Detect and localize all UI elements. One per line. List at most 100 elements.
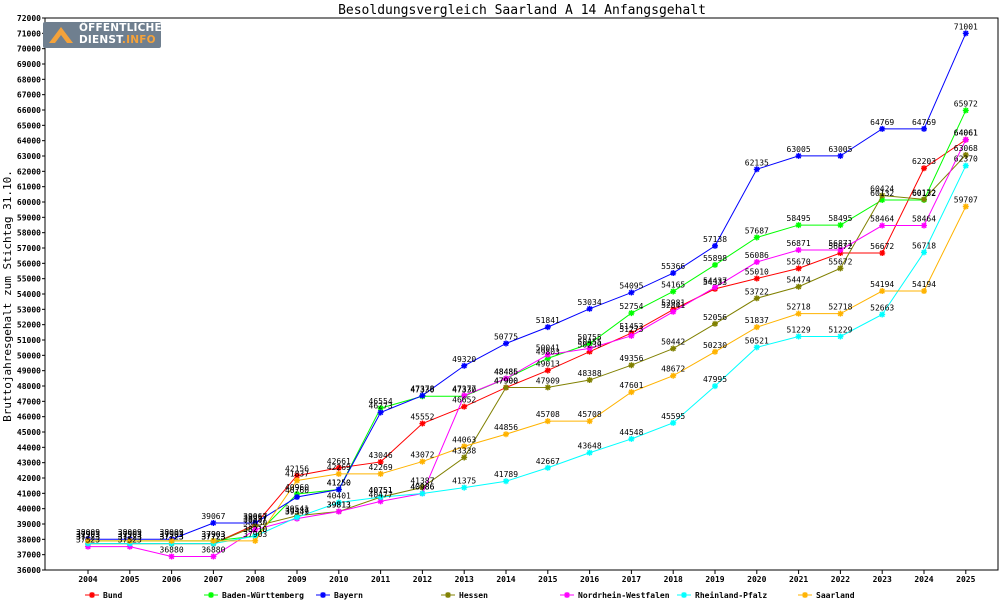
data-label-bayern: 40760: [285, 486, 309, 495]
data-point-nordrhein-westfalen: [753, 259, 760, 266]
y-tick-label: 47000: [17, 397, 41, 406]
x-tick-label: 2024: [914, 575, 933, 584]
data-point-rheinland-pfalz: [461, 484, 468, 491]
legend-label-hessen: Hessen: [459, 591, 488, 600]
data-point-bayern: [294, 494, 300, 501]
legend: Bund Baden-Württemberg Bayern Hessen Nordrhe…: [85, 590, 855, 600]
data-label-nordrhein-westfalen: 52841: [661, 301, 685, 310]
data-point-nordrhein-westfalen: [544, 351, 551, 358]
data-point-rheinland-pfalz: [503, 478, 509, 485]
data-point-saarland: [252, 537, 259, 544]
data-point-rheinland-pfalz: [377, 494, 384, 501]
data-label-hessen: 41387: [410, 476, 434, 485]
data-label-baden-w-rttemberg: 40960: [285, 483, 309, 492]
y-tick-label: 38000: [17, 535, 41, 544]
data-label-baden-w-rttemberg: 57687: [745, 226, 769, 235]
data-label-nordrhein-westfalen: 36880: [201, 546, 225, 555]
data-label-saarland: 37903: [118, 530, 142, 539]
data-point-baden-w-rttemberg: [586, 340, 593, 347]
data-point-hessen: [670, 345, 677, 352]
data-point-nordrhein-westfalen: [210, 553, 217, 560]
data-point-baden-w-rttemberg: [294, 490, 300, 497]
data-label-rheinland-pfalz: 41375: [452, 477, 476, 486]
x-tick-label: 2006: [162, 575, 181, 584]
data-label-baden-w-rttemberg: 38210: [243, 525, 267, 534]
series-line-rheinland-pfalz: [88, 165, 967, 545]
data-point-rheinland-pfalz: [795, 333, 802, 340]
data-point-rheinland-pfalz: [712, 383, 718, 390]
data-point-nordrhein-westfalen: [586, 345, 593, 352]
data-label-hessen: 55672: [828, 257, 852, 266]
y-tick-label: 57000: [17, 244, 41, 253]
data-label-saarland: 51837: [745, 316, 769, 325]
data-label-rheinland-pfalz: 45595: [661, 412, 685, 421]
data-label-rheinland-pfalz: 50521: [745, 336, 769, 345]
data-point-nordrhein-westfalen: [168, 553, 175, 560]
y-tick-label: 49000: [17, 367, 41, 376]
data-label-saarland: 37903: [201, 530, 225, 539]
data-point-bayern: [544, 324, 551, 331]
x-tick-label: 2019: [705, 575, 724, 584]
series-line-nordrhein-westfalen: [88, 139, 967, 558]
data-point-nordrhein-westfalen: [377, 498, 384, 505]
data-label-saarland: 43072: [410, 451, 434, 460]
data-point-bayern: [795, 152, 802, 159]
data-point-saarland: [126, 537, 133, 544]
data-point-saarland: [377, 470, 384, 477]
y-axis-ticks: 36000 37000 38000 39000 40000 41000 42000 43000…: [17, 14, 45, 575]
data-label-bund: 42156: [285, 465, 309, 474]
data-point-hessen: [712, 320, 718, 327]
y-tick-label: 59000: [17, 213, 41, 222]
data-label-rheinland-pfalz: 39437: [285, 506, 309, 515]
x-tick-label: 2018: [664, 575, 683, 584]
legend-label-nordrhein-westfalen: Nordrhein-Westfalen: [578, 590, 670, 600]
data-label-saarland: 42269: [369, 463, 393, 472]
data-point-saarland: [419, 458, 426, 465]
data-point-bund: [586, 348, 593, 355]
data-label-nordrhein-westfalen: 50041: [536, 344, 560, 353]
data-label-baden-w-rttemberg: 47330: [452, 385, 476, 394]
data-label-nordrhein-westfalen: 40477: [369, 490, 393, 499]
series-layer: [85, 30, 969, 560]
data-point-hessen: [879, 192, 886, 199]
series-line-saarland: [88, 206, 967, 542]
y-tick-label: 60000: [17, 198, 41, 207]
data-point-rheinland-pfalz: [962, 162, 969, 169]
data-label-bayern: 54095: [619, 282, 643, 291]
data-point-bund: [544, 367, 551, 374]
data-point-bayern: [335, 486, 342, 493]
data-point-saarland: [503, 431, 509, 438]
y-tick-label: 36000: [17, 566, 41, 575]
data-point-saarland: [879, 288, 886, 295]
data-label-bund: 64061: [954, 129, 978, 138]
data-label-rheinland-pfalz: 62370: [954, 155, 978, 164]
y-tick-label: 50000: [17, 351, 41, 360]
x-tick-label: 2011: [371, 575, 390, 584]
data-label-nordrhein-westfalen: 51273: [619, 325, 643, 334]
data-point-bayern: [461, 362, 468, 369]
data-label-nordrhein-westfalen: 58464: [912, 215, 936, 224]
data-label-baden-w-rttemberg: 52754: [619, 302, 643, 311]
data-label-nordrhein-westfalen: 54437: [703, 276, 727, 285]
data-label-nordrhein-westfalen: 36880: [160, 546, 184, 555]
data-label-hessen: 47900: [494, 377, 518, 386]
data-label-bayern: 53034: [578, 298, 602, 307]
data-point-saarland: [712, 348, 718, 355]
data-label-baden-w-rttemberg: 37903: [76, 530, 100, 539]
data-point-bund: [795, 265, 802, 272]
data-point-bayern: [753, 166, 760, 173]
data-point-nordrhein-westfalen: [628, 332, 635, 339]
data-label-bund: 45552: [410, 413, 434, 422]
data-point-bayern: [628, 289, 635, 296]
data-label-bayern: 62135: [745, 158, 769, 167]
data-label-rheinland-pfalz: 52663: [870, 304, 894, 313]
data-label-bayern: 39067: [243, 512, 267, 521]
data-label-rheinland-pfalz: 37723: [160, 533, 184, 542]
data-label-hessen: 43338: [452, 446, 476, 455]
data-label-nordrhein-westfalen: 39349: [285, 508, 309, 517]
data-label-bund: 47900: [494, 377, 518, 386]
data-label-hessen: 38857: [243, 515, 267, 524]
data-point-saarland: [210, 537, 217, 544]
data-point-bund: [461, 403, 468, 410]
data-point-rheinland-pfalz: [753, 344, 760, 351]
